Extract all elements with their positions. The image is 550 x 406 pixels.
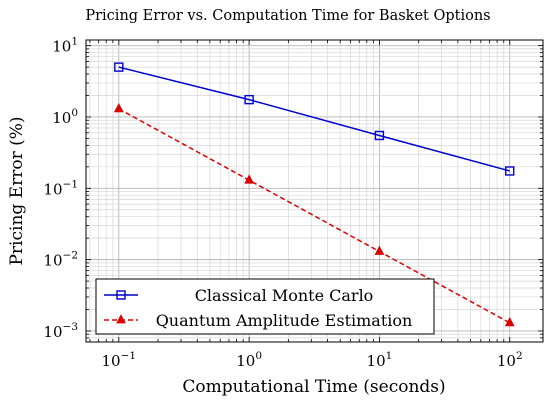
series-1-point	[374, 130, 385, 141]
x-tick-label: 10−1	[102, 350, 137, 370]
x-axis-title: Computational Time (seconds)	[182, 377, 445, 397]
series-2-point	[113, 102, 124, 113]
y-axis-title: Pricing Error (%)	[7, 116, 27, 265]
series-2-point	[244, 174, 254, 184]
series-1	[114, 62, 515, 176]
series-1-point	[244, 94, 254, 105]
y-tick-label: 10−1	[43, 178, 78, 198]
x-tick-label: 100	[236, 350, 262, 370]
y-tick-label: 10−3	[43, 321, 78, 341]
y-tick-label: 10−2	[43, 250, 78, 270]
y-tick-label: 100	[52, 107, 78, 127]
legend-swatch-marker	[116, 314, 126, 324]
series-2	[113, 102, 515, 327]
x-tick-label: 102	[497, 350, 523, 370]
legend-swatch-marker	[116, 290, 126, 300]
legend-box	[95, 278, 435, 335]
series-1-point	[114, 62, 124, 72]
series-1-point	[505, 166, 515, 176]
series-2-point	[374, 245, 385, 255]
series-2-line	[118, 108, 511, 324]
series-2-point	[504, 316, 515, 327]
x-tick-label: 101	[367, 350, 393, 370]
series-layer	[113, 62, 515, 327]
legend-label: Quantum Amplitude Estimation	[156, 311, 413, 330]
legend: Classical Monte Carlo Quantum Amplitude E…	[95, 278, 435, 335]
legend-label: Classical Monte Carlo	[195, 286, 374, 305]
y-tick-label: 101	[52, 36, 78, 56]
series-1-line	[118, 66, 510, 172]
plot-frame	[85, 39, 544, 343]
chart-title: Pricing Error vs. Computation Time for B…	[85, 8, 490, 24]
